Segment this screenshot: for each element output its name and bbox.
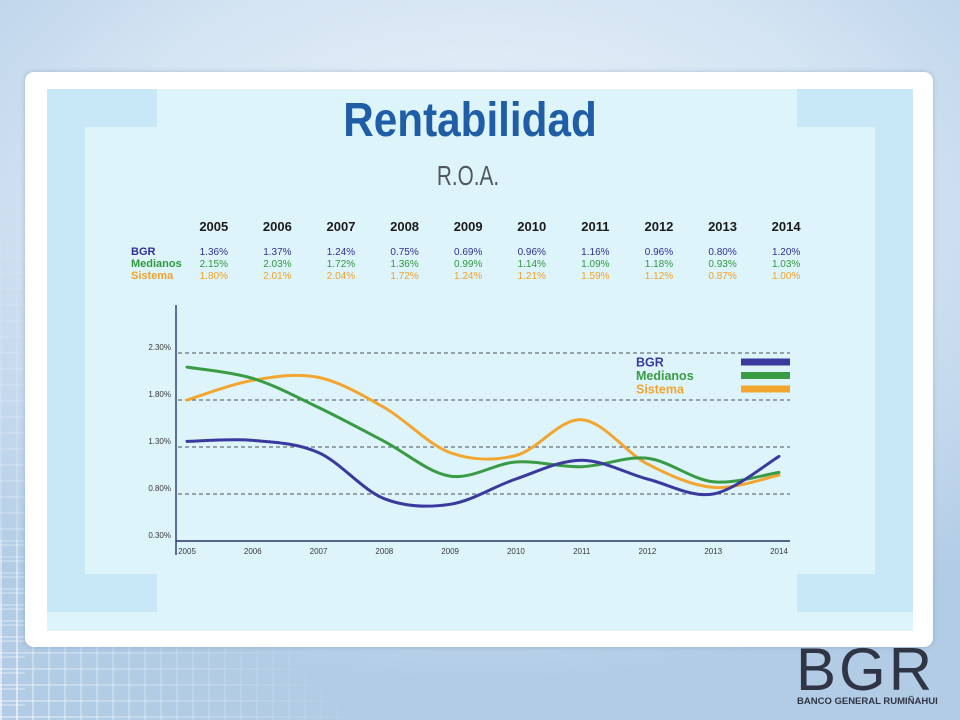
roa-value: 0.75% (390, 246, 419, 258)
logo-mark: BGR (796, 636, 936, 703)
roa-value: 2.04% (326, 270, 356, 282)
roa-value: 1.18% (644, 258, 674, 270)
roa-value: 1.14% (517, 258, 546, 270)
roa-value: 0.96% (517, 246, 546, 258)
slide-title-text: Rentabilidad (343, 94, 597, 147)
year-header: 2014 (771, 218, 801, 234)
left-bracket-vertical (47, 89, 85, 612)
roa-value: 1.21% (517, 270, 546, 282)
x-tick-label: 2011 (573, 547, 591, 556)
roa-value: 1.09% (581, 258, 610, 270)
background-grid-pattern-left (0, 80, 25, 720)
year-header: 2011 (581, 218, 610, 234)
x-tick-label: 2008 (375, 547, 393, 556)
y-tick-label: 0.80% (148, 484, 171, 493)
slide-subtitle: R.O.A. (0, 162, 936, 190)
roa-value: 1.59% (581, 270, 610, 282)
roa-value: 1.24% (326, 246, 356, 258)
roa-value: 2.01% (263, 270, 292, 282)
year-header: 2005 (199, 218, 229, 234)
roa-value: 1.72% (390, 270, 419, 282)
legend-swatch-medianos (741, 372, 790, 379)
y-tick-label: 0.30% (148, 531, 171, 540)
left-bracket-bottom (47, 574, 157, 612)
year-header: 2007 (326, 218, 356, 234)
roa-value: 0.99% (453, 258, 483, 270)
year-header: 2012 (644, 218, 674, 234)
y-tick-label: 1.80% (148, 390, 171, 399)
x-tick-label: 2013 (704, 547, 722, 556)
roa-value: 0.93% (708, 258, 737, 270)
table-row-sistema: Sistema 1.80% 2.01% 2.04% 1.72% 1.24% 1.… (131, 270, 819, 282)
legend-label-sistema: Sistema (636, 383, 685, 397)
x-tick-label: 2012 (639, 547, 657, 556)
roa-value: 2.15% (199, 258, 228, 270)
roa-value: 0.80% (708, 246, 737, 258)
x-tick-label: 2005 (178, 547, 196, 556)
year-header: 2010 (517, 218, 547, 234)
slide-subtitle-text: R.O.A. (436, 160, 500, 191)
legend-swatch-sistema (741, 385, 790, 393)
table-row-bgr: BGR 1.36% 1.37% 1.24% 0.75% 0.69% 0.96% … (131, 246, 819, 258)
row-label: BGR (131, 246, 156, 258)
year-header: 2008 (390, 218, 420, 234)
logo-bank-name: BANCO GENERAL RUMIÑAHUI (797, 696, 938, 707)
right-bracket-bottom (797, 574, 913, 612)
roa-data-table: 2005 2006 2007 2008 2009 2010 2011 2012 … (131, 218, 819, 283)
x-tick-label: 2014 (770, 547, 788, 556)
roa-value: 1.00% (771, 270, 801, 282)
series-line-sistema (185, 373, 781, 490)
right-bracket-top (797, 89, 913, 127)
roa-value: 0.87% (708, 270, 737, 282)
roa-value: 2.03% (263, 258, 292, 270)
roa-value: 1.36% (199, 246, 228, 258)
left-bracket-top (47, 89, 157, 127)
slide-title: Rentabilidad (0, 97, 940, 145)
roa-value: 1.16% (581, 246, 610, 258)
table-row-medianos: Medianos 2.15% 2.03% 1.72% 1.36% 0.99% 1… (131, 258, 819, 270)
roa-value: 1.12% (644, 270, 674, 282)
roa-value: 1.24% (453, 270, 483, 282)
row-label: Medianos (131, 258, 182, 270)
legend-swatch-bgr (741, 358, 790, 366)
roa-value: 1.36% (390, 258, 419, 270)
year-header: 2006 (262, 218, 292, 234)
y-tick-label: 2.30% (148, 343, 171, 352)
right-bracket-vertical (875, 89, 913, 612)
table-header-row: 2005 2006 2007 2008 2009 2010 2011 2012 … (131, 218, 819, 234)
series-line-bgr (185, 438, 781, 508)
roa-value: 1.03% (771, 258, 801, 270)
roa-value: 0.96% (644, 246, 674, 258)
row-label: Sistema (131, 270, 174, 282)
roa-value: 1.72% (326, 258, 356, 270)
year-header: 2009 (453, 218, 483, 234)
roa-value: 1.80% (199, 270, 228, 282)
y-tick-label: 1.30% (148, 437, 171, 446)
bank-logo: BGR BANCO GENERAL RUMIÑAHUI (796, 636, 946, 708)
roa-value: 1.20% (771, 246, 801, 258)
series-line-medianos (185, 365, 781, 484)
roa-value: 1.37% (263, 246, 292, 258)
x-tick-label: 2009 (441, 547, 459, 556)
x-tick-label: 2007 (310, 547, 328, 556)
year-header: 2013 (708, 218, 737, 234)
roa-line-chart: 2.30% 1.80% 1.30% 0.80% 0.30% 2005 2006 2007 200… (148, 305, 790, 556)
legend-label-bgr: BGR (636, 356, 664, 370)
x-tick-label: 2006 (244, 547, 262, 556)
x-tick-label: 2010 (507, 547, 525, 556)
legend-label-medianos: Medianos (636, 369, 694, 383)
roa-value: 0.69% (453, 246, 483, 258)
